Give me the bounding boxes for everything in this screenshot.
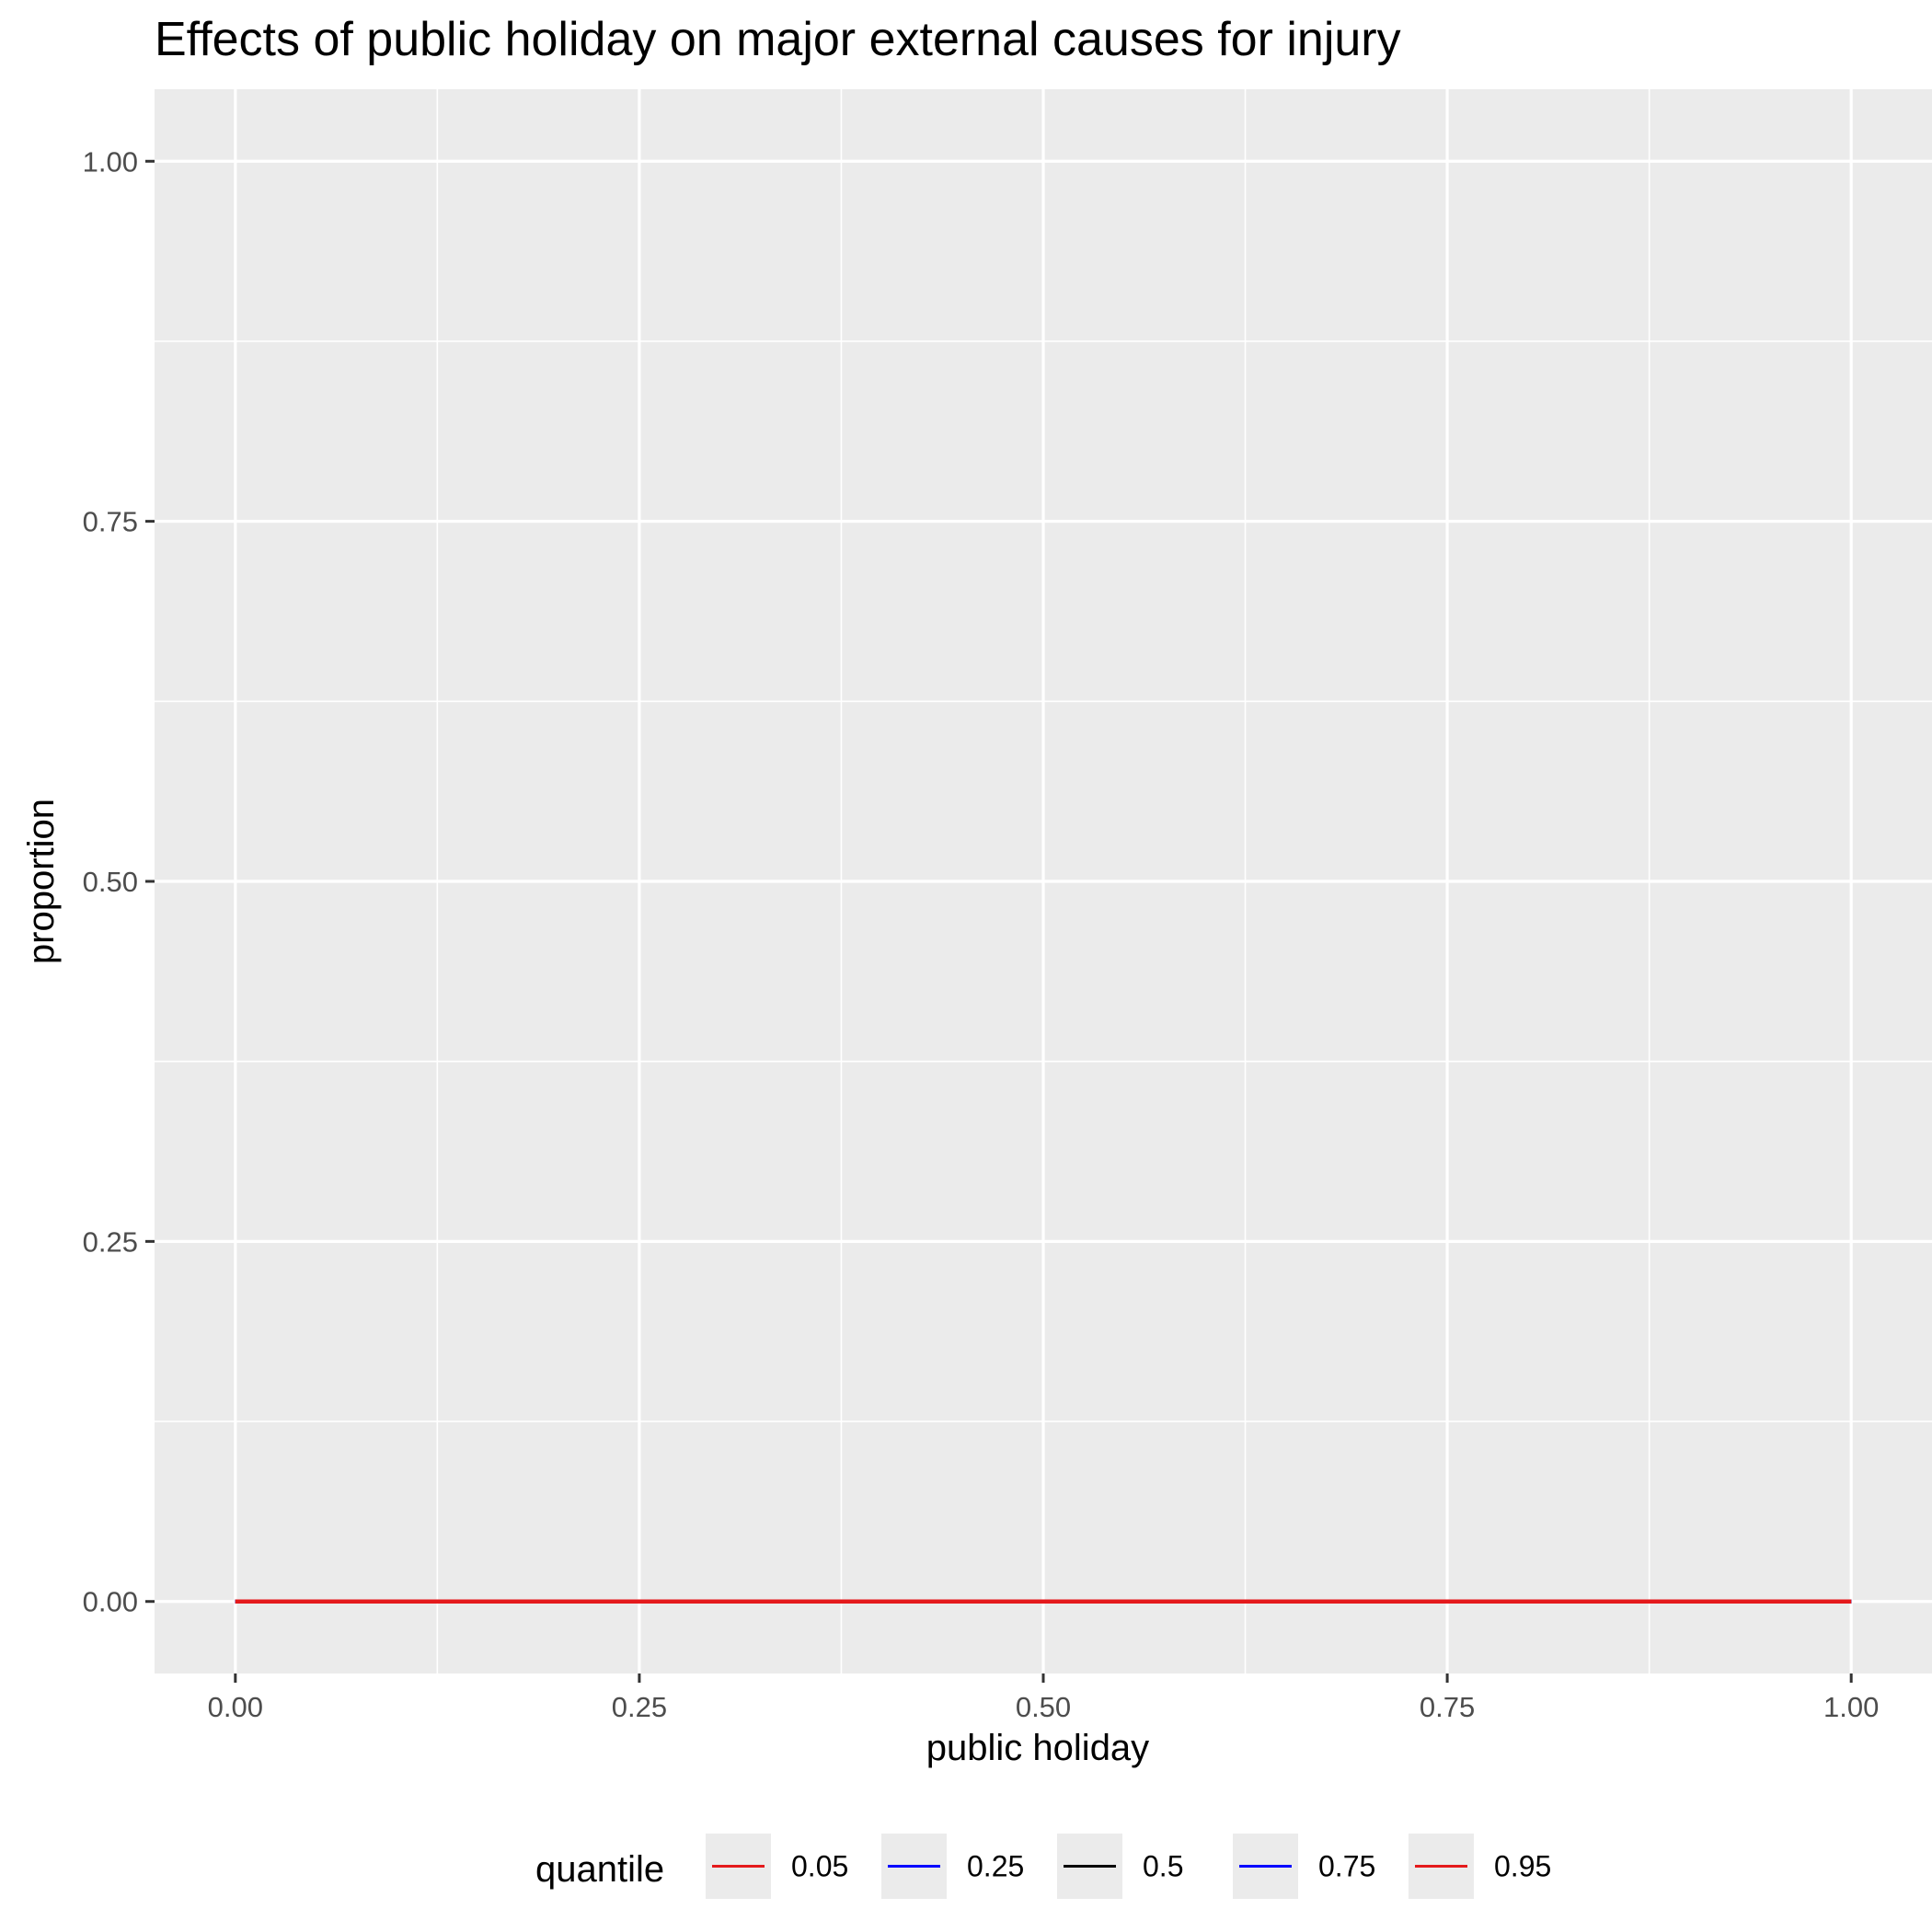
y-tick-label: 0.75: [83, 506, 138, 538]
legend-title: quantile: [535, 1849, 664, 1890]
y-tick-label: 1.00: [83, 145, 138, 178]
x-tick-label: 0.25: [612, 1691, 667, 1723]
legend: quantile 0.05 0.25 0.5 0.75 0.95: [535, 1834, 1551, 1899]
legend-label: 0.95: [1494, 1850, 1551, 1883]
x-tick-label: 0.75: [1420, 1691, 1475, 1723]
legend-label: 0.5: [1143, 1850, 1183, 1883]
legend-label: 0.75: [1318, 1850, 1375, 1883]
chart-title: Effects of public holiday on major exter…: [155, 13, 1401, 66]
legend-label: 0.25: [967, 1850, 1024, 1883]
y-tick-label: 0.50: [83, 866, 138, 898]
y-axis-title: proportion: [21, 799, 62, 964]
y-tick-label: 0.00: [83, 1586, 138, 1618]
x-axis-title: public holiday: [926, 1728, 1149, 1768]
x-axis: 0.00 0.25 0.50 0.75 1.00: [208, 1673, 1879, 1723]
x-tick-label: 0.00: [208, 1691, 263, 1723]
y-tick-label: 0.25: [83, 1225, 138, 1258]
x-tick-label: 1.00: [1823, 1691, 1879, 1723]
legend-label: 0.05: [791, 1850, 848, 1883]
y-axis: 0.00 0.25 0.50 0.75 1.00: [83, 145, 155, 1618]
x-tick-label: 0.50: [1016, 1691, 1071, 1723]
